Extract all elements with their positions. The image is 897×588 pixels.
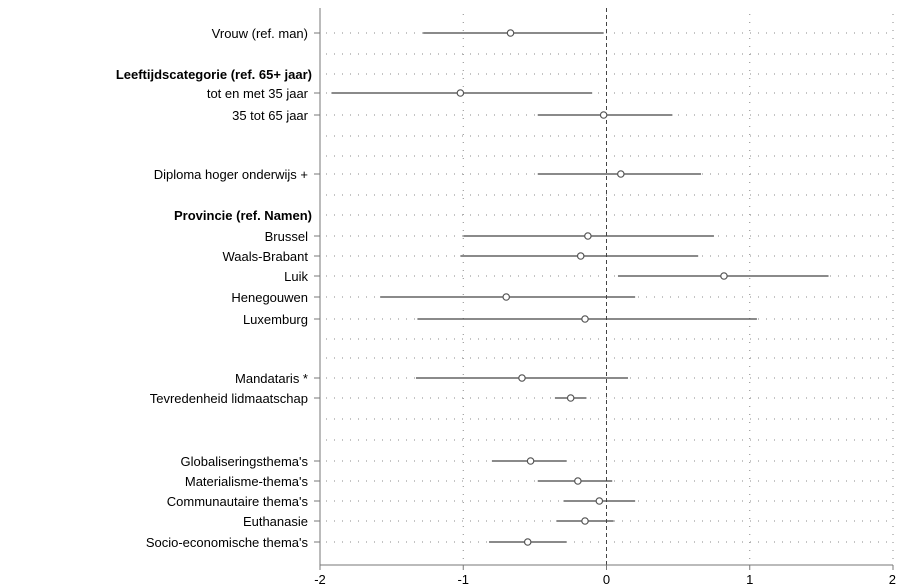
point-estimate: [581, 517, 589, 525]
row-label: Euthanasie: [243, 514, 308, 529]
row-label: Globaliseringsthema's: [181, 454, 309, 469]
point-estimate: [518, 374, 526, 382]
point-estimate: [584, 232, 592, 240]
x-tick-label: -1: [457, 572, 469, 587]
row-label: tot en met 35 jaar: [207, 86, 309, 101]
point-estimate: [599, 111, 608, 119]
row-label: Materialisme-thema's: [185, 474, 309, 489]
point-estimate: [526, 457, 535, 465]
x-tick-label: 0: [603, 572, 610, 587]
point-estimate: [456, 89, 465, 97]
point-estimate: [617, 170, 625, 178]
row-labels: Vrouw (ref. man) Leeftijdscategorie (ref.…: [116, 26, 312, 550]
point-estimate: [720, 272, 728, 280]
row-label: Luxemburg: [243, 312, 308, 327]
x-tick-label: -2: [314, 572, 326, 587]
row-label: Waals-Brabant: [223, 249, 309, 264]
point-estimate: [523, 538, 532, 546]
row-header: Leeftijdscategorie (ref. 65+ jaar): [116, 67, 312, 82]
point-estimate: [566, 394, 575, 402]
row-label: 35 tot 65 jaar: [232, 108, 309, 123]
point-estimate: [506, 29, 515, 37]
row-label: Mandataris *: [235, 371, 308, 386]
point-estimate: [502, 293, 511, 301]
row-label: Tevredenheid lidmaatschap: [150, 391, 308, 406]
x-axis-ticks: -2 -1 0 1 2: [314, 565, 896, 587]
point-estimate: [576, 252, 585, 260]
row-label: Socio-economische thema's: [146, 535, 309, 550]
row-label: Communautaire thema's: [167, 494, 309, 509]
point-estimate: [581, 315, 589, 323]
row-label: Brussel: [265, 229, 308, 244]
row-label: Luik: [284, 269, 308, 284]
row-label: Henegouwen: [231, 290, 308, 305]
estimates: [331, 29, 829, 546]
point-estimate: [595, 497, 604, 505]
x-tick-label: 2: [889, 572, 896, 587]
row-label: Vrouw (ref. man): [212, 26, 308, 41]
row-header: Provincie (ref. Namen): [174, 208, 312, 223]
x-tick-label: 1: [746, 572, 753, 587]
point-estimate: [574, 477, 582, 485]
row-label: Diploma hoger onderwijs +: [154, 167, 308, 182]
